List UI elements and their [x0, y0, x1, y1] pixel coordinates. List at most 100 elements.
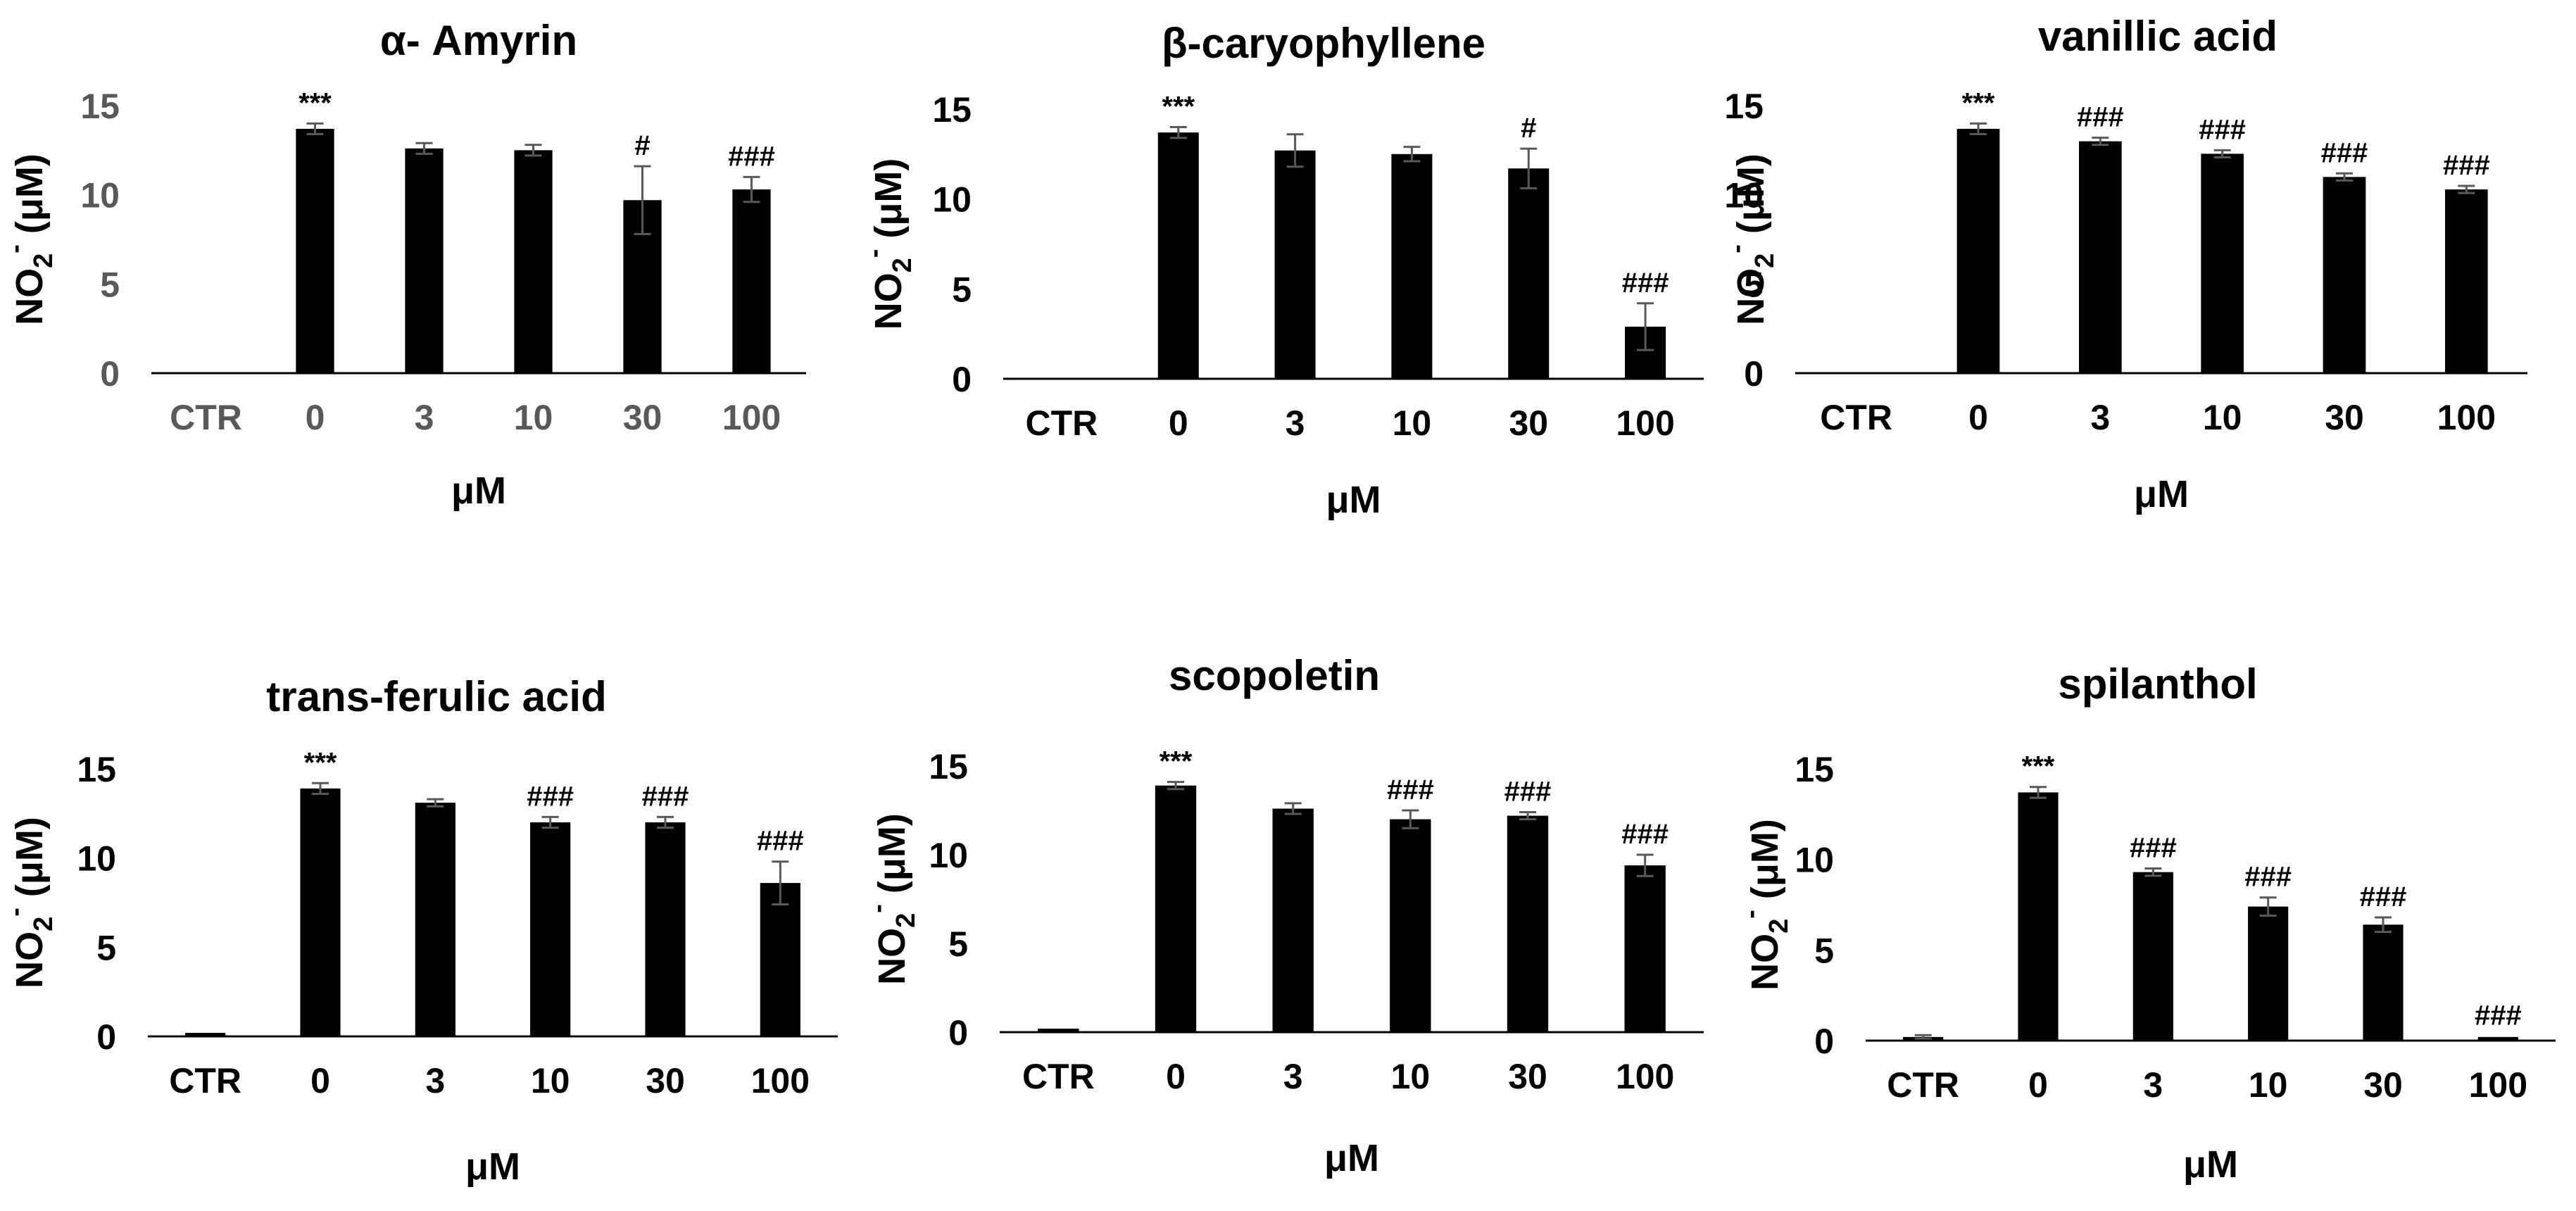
chart-6-xtick-3: 3 — [2143, 1065, 2163, 1105]
chart-6-xtick-30: 30 — [2363, 1065, 2403, 1105]
chart-5-ylabel: NO2- (μM) — [863, 813, 921, 985]
chart-6-ylabel: NO2- (μM) — [1736, 819, 1794, 991]
chart-2-xtick-100: 100 — [1616, 403, 1674, 443]
chart-5-annotation-0: *** — [1160, 746, 1193, 777]
chart-4-ytick-10: 10 — [77, 839, 116, 879]
chart-5-xlabel: μM — [1324, 1137, 1379, 1179]
chart-5-ytick-10: 10 — [929, 836, 968, 875]
chart-2-ylabel: NO2- (μM) — [860, 158, 917, 330]
chart-5-bar-3 — [1272, 808, 1314, 1032]
chart-2-annotation-30: # — [1521, 113, 1536, 144]
chart-6-ytick-15: 15 — [1795, 750, 1834, 789]
chart-3-annotation-100: ### — [2443, 150, 2490, 181]
chart-2-ytick-5: 5 — [952, 270, 972, 309]
chart-5-xtick-0: 0 — [1166, 1057, 1186, 1096]
chart-1-bar-10 — [514, 150, 553, 374]
chart-5-bar-30 — [1507, 815, 1549, 1032]
chart-4-bar-30 — [645, 822, 686, 1036]
chart-3-xtick-10: 10 — [2203, 398, 2242, 437]
chart-1-xtick-CTR: CTR — [170, 398, 242, 437]
chart-4-xtick-30: 30 — [646, 1061, 685, 1100]
chart-3-annotation-30: ### — [2321, 137, 2368, 168]
chart-6-annotation-10: ### — [2244, 862, 2292, 893]
chart-6-annotation-100: ### — [2475, 1000, 2522, 1031]
chart-5-xtick-3: 3 — [1283, 1057, 1303, 1096]
chart-6-xtick-0: 0 — [2028, 1065, 2048, 1105]
chart-3-ytick-0: 0 — [1744, 354, 1764, 394]
chart-4-bar-3 — [415, 803, 455, 1036]
chart-4-xtick-10: 10 — [531, 1061, 570, 1100]
chart-3-xtick-100: 100 — [2437, 398, 2496, 437]
chart-6-xlabel: μM — [2183, 1143, 2238, 1186]
chart-1-ytick-10: 10 — [80, 176, 120, 215]
chart-4-xlabel: μM — [465, 1146, 520, 1188]
chart-4-xtick-0: 0 — [310, 1061, 330, 1100]
chart-3-ytick-10: 10 — [1724, 176, 1764, 215]
chart-1-xtick-3: 3 — [415, 398, 434, 437]
chart-3-bar-3 — [2079, 141, 2122, 373]
chart-2-bar-30 — [1508, 168, 1550, 379]
chart-4-bar-10 — [530, 822, 571, 1036]
chart-1-xtick-0: 0 — [306, 398, 325, 437]
chart-5-xtick-10: 10 — [1391, 1057, 1431, 1096]
chart-2-annotation-100: ### — [1622, 268, 1669, 299]
chart-6-annotation-3: ### — [2130, 833, 2177, 864]
chart-6-annotation-0: *** — [2022, 751, 2055, 782]
chart-3-bar-0 — [1956, 128, 2000, 373]
chart-1-annotation-0: *** — [299, 87, 332, 118]
chart-4-bar-100 — [760, 883, 800, 1036]
chart-5-ytick-5: 5 — [948, 924, 968, 964]
chart-2-bar-3 — [1274, 150, 1316, 379]
chart-1-annotation-100: ### — [728, 141, 775, 172]
chart-5-ytick-15: 15 — [929, 747, 968, 786]
chart-2-ytick-10: 10 — [932, 180, 972, 220]
chart-1-ytick-15: 15 — [80, 87, 120, 126]
chart-5-xtick-100: 100 — [1616, 1057, 1674, 1096]
chart-1-xtick-100: 100 — [722, 398, 781, 437]
chart-3-xtick-30: 30 — [2325, 398, 2364, 437]
chart-6-ytick-0: 0 — [1814, 1022, 1834, 1061]
chart-4-ytick-15: 15 — [77, 750, 116, 789]
chart-1-bar-0 — [296, 128, 334, 373]
chart-4-xtick-100: 100 — [751, 1061, 810, 1100]
chart-3-xtick-0: 0 — [1968, 398, 1988, 437]
chart-5-xtick-30: 30 — [1508, 1057, 1547, 1096]
chart-4-xtick-CTR: CTR — [169, 1061, 241, 1100]
chart-3-xtick-3: 3 — [2090, 398, 2110, 437]
chart-1-annotation-30: # — [634, 130, 650, 161]
chart-3-annotation-3: ### — [2077, 102, 2124, 133]
chart-3-xtick-CTR: CTR — [1820, 398, 1892, 437]
chart-5-bar-0 — [1155, 785, 1197, 1032]
chart-1-ylabel: NO2- (μM) — [1, 153, 58, 325]
chart-3-title: vanillic acid — [2038, 13, 2277, 60]
chart-4-bar-0 — [300, 788, 341, 1036]
chart-5-xtick-CTR: CTR — [1022, 1057, 1095, 1096]
chart-4-annotation-100: ### — [757, 826, 804, 857]
chart-6-annotation-30: ### — [2360, 881, 2407, 912]
chart-1-ytick-0: 0 — [100, 354, 120, 394]
chart-2-ytick-0: 0 — [952, 360, 972, 399]
chart-4-bar-CTR — [185, 1032, 226, 1036]
chart-2-xlabel: μM — [1326, 479, 1381, 521]
chart-3-ylabel: NO2- (μM) — [1722, 153, 1780, 325]
chart-4-ytick-0: 0 — [96, 1017, 116, 1057]
chart-3-annotation-0: *** — [1962, 87, 1995, 118]
chart-4-ylabel: NO2- (μM) — [1, 817, 58, 989]
chart-6-title: spilanthol — [2058, 660, 2257, 708]
chart-5-bar-100 — [1624, 865, 1666, 1032]
chart-5-title: scopoletin — [1169, 652, 1380, 699]
chart-4-ytick-5: 5 — [96, 928, 116, 967]
chart-6-xtick-100: 100 — [2469, 1065, 2527, 1105]
chart-1-bar-100 — [732, 189, 771, 373]
chart-4-title: trans-ferulic acid — [266, 673, 607, 720]
chart-2-xtick-3: 3 — [1286, 403, 1305, 443]
chart-5-bar-10 — [1390, 819, 1431, 1032]
chart-6-xtick-10: 10 — [2249, 1065, 2288, 1105]
chart-2-xtick-30: 30 — [1509, 403, 1548, 443]
chart-1-xtick-30: 30 — [623, 398, 662, 437]
chart-5-ytick-0: 0 — [948, 1013, 968, 1053]
chart-2-ytick-15: 15 — [932, 90, 972, 130]
chart-5-bar-CTR — [1038, 1028, 1079, 1032]
chart-3-bar-30 — [2323, 177, 2366, 374]
chart-4-xtick-3: 3 — [425, 1061, 445, 1100]
